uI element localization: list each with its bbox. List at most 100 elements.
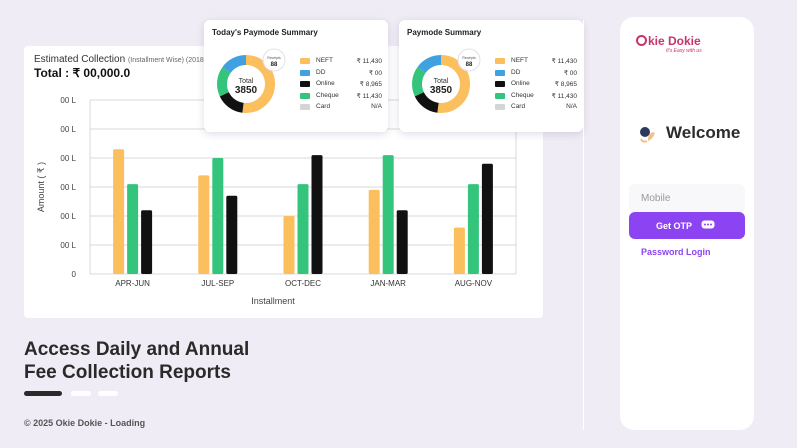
legend-value: ₹ 11,430 bbox=[356, 92, 382, 100]
legend-name: Online bbox=[511, 80, 530, 87]
legend-name: Cheque bbox=[511, 91, 534, 99]
paymode-card-title: Paymode Summary bbox=[407, 28, 482, 37]
y-tick-label: 0 bbox=[72, 270, 77, 279]
receipts-badge bbox=[262, 48, 286, 72]
legend-value: ₹ 8,965 bbox=[359, 81, 382, 88]
legend-name: NEFT bbox=[511, 57, 528, 64]
legend-swatch bbox=[495, 92, 505, 99]
hero-headline: Access Daily and Annual Fee Collection R… bbox=[24, 338, 304, 384]
estimated-subtitle: (Installment Wise) (2018 - bbox=[127, 57, 209, 64]
y-tick-label: 00 L bbox=[60, 125, 76, 134]
legend-value: ₹ 11,430 bbox=[551, 92, 577, 100]
legend-name: DD bbox=[511, 68, 521, 76]
legend-swatch bbox=[495, 69, 505, 76]
bar bbox=[113, 149, 125, 274]
carousel-dot-active[interactable] bbox=[24, 391, 62, 396]
bar bbox=[212, 158, 224, 274]
bar bbox=[481, 163, 493, 274]
today-paymode-summary-card: Total 3850 Receipts 88 Today's Paymode Summ… bbox=[204, 20, 388, 132]
estimated-collection-title: Estimated Collection (Installment Wise) … bbox=[34, 54, 208, 65]
x-tick-label: APR-JUN bbox=[115, 279, 150, 288]
paymode-legend-row: DD ₹ 00 bbox=[495, 68, 579, 79]
y-tick-label: 00 L bbox=[60, 154, 76, 163]
logo-brand-text: kie Dokie bbox=[648, 34, 701, 48]
okie-dokie-logo: kie Dokie It's Easy with us bbox=[636, 34, 716, 60]
receipts-badge bbox=[457, 48, 481, 72]
bar bbox=[127, 184, 139, 274]
carousel-dot[interactable] bbox=[71, 391, 91, 396]
receipts-value: 88 bbox=[466, 62, 473, 68]
paymode-legend-row: Online ₹ 8,965 bbox=[300, 79, 384, 90]
donut-segment bbox=[219, 91, 245, 113]
legend-swatch bbox=[300, 104, 310, 110]
legend-value: ₹ 11,430 bbox=[356, 58, 382, 65]
get-otp-button[interactable]: Get OTP bbox=[629, 212, 745, 239]
legend-value: ₹ 11,430 bbox=[551, 58, 577, 65]
bar bbox=[283, 216, 295, 274]
donut-segment bbox=[414, 91, 440, 113]
bar bbox=[141, 210, 153, 274]
y-tick-label: 00 L bbox=[60, 183, 76, 192]
welcome-text: Welcome bbox=[666, 123, 741, 142]
mobile-input[interactable] bbox=[629, 184, 745, 213]
carousel-dot[interactable] bbox=[98, 391, 118, 396]
logo-tagline: It's Easy with us bbox=[666, 48, 702, 54]
waving-hand-icon bbox=[638, 124, 658, 149]
legend-name: Online bbox=[316, 80, 335, 87]
bar bbox=[297, 184, 309, 274]
bar bbox=[368, 189, 380, 274]
paymode-legend-row: NEFT ₹ 11,430 bbox=[300, 56, 384, 67]
login-card: kie Dokie It's Easy with us Welcome Get … bbox=[620, 17, 754, 430]
bar bbox=[453, 227, 465, 274]
estimated-title-text: Estimated Collection bbox=[34, 54, 126, 65]
legend-name: NEFT bbox=[316, 57, 333, 64]
welcome-heading: Welcome bbox=[636, 121, 751, 145]
x-tick-label: OCT-DEC bbox=[285, 279, 321, 288]
password-login-link[interactable]: Password Login bbox=[641, 247, 711, 257]
estimated-total: Total : ₹ 00,000.0 bbox=[34, 66, 131, 80]
legend-value: ₹ 00 bbox=[368, 69, 382, 77]
donut-total-label: Total bbox=[239, 78, 254, 85]
legend-value: N/A bbox=[371, 103, 382, 110]
legend-swatch bbox=[300, 81, 310, 87]
bar bbox=[396, 210, 408, 274]
legend-name: Cheque bbox=[316, 91, 339, 99]
paymode-legend-row: Card N/A bbox=[300, 102, 384, 113]
installment-bar-chart: 0 00 L 00 L 00 L 00 L 00 L 00 L APR-JUN JUL-SEP O… bbox=[36, 96, 517, 306]
donut-total-value: 3850 bbox=[430, 85, 453, 96]
y-tick-label: 00 L bbox=[60, 241, 76, 250]
y-axis-label: Amount ( ₹ ) bbox=[36, 162, 46, 212]
x-tick-label: JAN-MAR bbox=[370, 279, 406, 288]
legend-swatch bbox=[300, 92, 310, 99]
legend-swatch bbox=[495, 58, 505, 64]
logo-o-icon bbox=[636, 35, 647, 46]
paymode-legend-row: Online ₹ 8,965 bbox=[495, 79, 579, 90]
legend-value: N/A bbox=[566, 103, 577, 110]
x-axis-label: Installment bbox=[251, 296, 295, 306]
donut-segment bbox=[412, 66, 426, 97]
bar bbox=[311, 155, 323, 274]
paymode-legend-row: Cheque ₹ 11,430 bbox=[495, 91, 579, 102]
paymode-legend-row: Card N/A bbox=[495, 102, 579, 113]
y-tick-label: 00 L bbox=[60, 212, 76, 221]
bar bbox=[198, 175, 210, 274]
paymode-legend-row: Cheque ₹ 11,430 bbox=[300, 91, 384, 102]
x-tick-label: AUG-NOV bbox=[455, 279, 493, 288]
donut-segment bbox=[242, 55, 275, 113]
bar bbox=[382, 155, 394, 274]
hero-headline-line2: Fee Collection Reports bbox=[24, 362, 231, 383]
footer-copyright: © 2025 Okie Dokie - Loading bbox=[24, 418, 146, 428]
bar bbox=[467, 184, 479, 274]
paymode-legend-row: DD ₹ 00 bbox=[300, 68, 384, 79]
receipts-label: Receipts bbox=[462, 56, 476, 60]
receipts-label: Receipts bbox=[267, 56, 281, 60]
message-icon bbox=[701, 220, 715, 232]
paymode-card-title: Today's Paymode Summary bbox=[212, 28, 318, 37]
legend-value: ₹ 8,965 bbox=[554, 81, 577, 88]
legend-swatch bbox=[300, 58, 310, 64]
legend-name: DD bbox=[316, 68, 326, 76]
donut-segment bbox=[217, 66, 231, 97]
hero-headline-line1: Access Daily and Annual bbox=[24, 339, 250, 360]
